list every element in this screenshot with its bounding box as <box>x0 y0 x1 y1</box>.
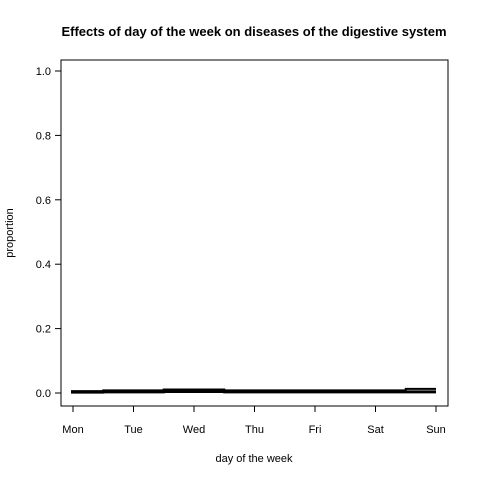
y-tick-label: 0.2 <box>36 324 51 336</box>
x-tick-label: Tue <box>124 424 143 436</box>
series-group <box>71 387 436 394</box>
chart-title: Effects of day of the week on diseases o… <box>61 24 446 39</box>
x-tick-label: Mon <box>62 424 83 436</box>
y-tick-label: 0.4 <box>36 259 51 271</box>
y-tick-label: 1.0 <box>36 66 51 78</box>
series-line-upper <box>71 387 436 393</box>
plot-frame <box>60 59 449 407</box>
x-tick-label: Thu <box>245 424 264 436</box>
y-axis-label: proportion <box>4 208 16 258</box>
y-tick-label: 0.0 <box>36 388 51 400</box>
x-tick-label: Sat <box>367 424 384 436</box>
x-tick-label: Fri <box>309 424 322 436</box>
x-axis-label: day of the week <box>215 453 293 465</box>
series-line-lower <box>71 391 436 394</box>
x-tick-label: Wed <box>183 424 205 436</box>
x-axis: Mon Tue Wed Thu Fri Sat Sun <box>62 405 446 436</box>
y-tick-label: 0.6 <box>36 195 51 207</box>
y-tick-label: 0.8 <box>36 130 51 142</box>
x-tick-label: Sun <box>426 424 446 436</box>
y-axis: 0.0 0.2 0.4 0.6 0.8 1.0 <box>36 66 62 400</box>
